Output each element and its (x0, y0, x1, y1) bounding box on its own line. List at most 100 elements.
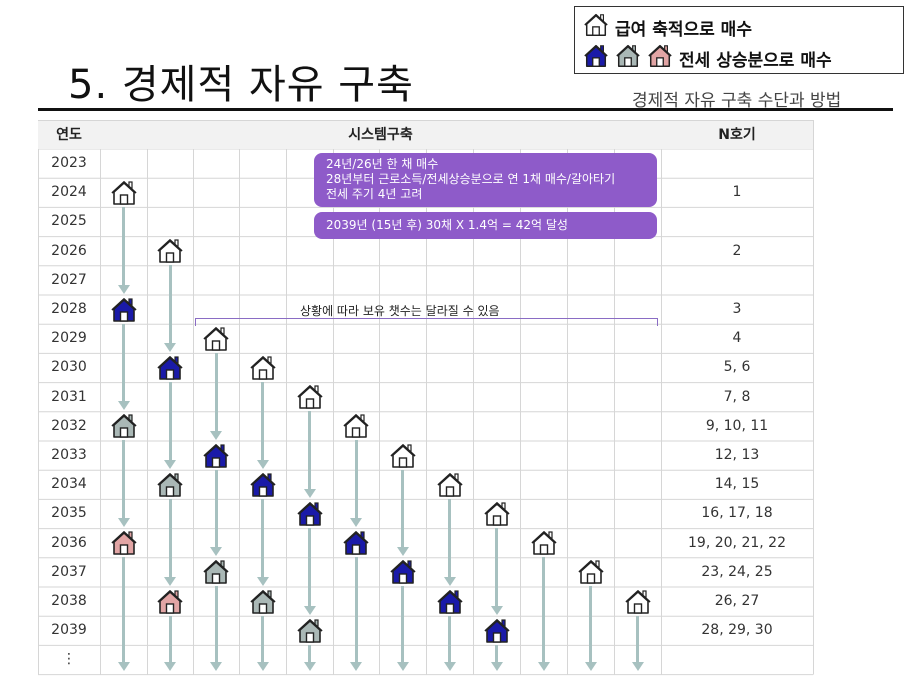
arrowhead-icon (256, 576, 269, 586)
house-outline-icon (577, 558, 605, 586)
year-cell: 2039 (51, 622, 87, 639)
goal-note: 2039년 (15년 후) 30채 X 1.4억 = 42억 달성 (314, 212, 657, 239)
n-count-cell: 9, 10, 11 (705, 417, 769, 434)
timeline-arrow (542, 557, 545, 663)
n-count-cell: 23, 24, 25 (701, 563, 773, 580)
page-subtitle: 경제적 자유 구축 수단과 방법 (632, 91, 842, 111)
arrowhead-icon (443, 576, 456, 586)
arrowhead-icon (210, 430, 222, 440)
house-gray-icon (296, 617, 324, 645)
timeline-arrow (401, 586, 404, 663)
legend-label-salary: 급여 축적으로 매수 (615, 20, 752, 40)
timeline-arrow (168, 382, 172, 461)
arrowhead-icon (631, 661, 644, 671)
n-count-cell: 19, 20, 21, 22 (688, 534, 786, 551)
arrowhead-icon (210, 661, 222, 671)
n-count-cell: 26, 27 (714, 593, 760, 609)
house-blue-icon (156, 354, 184, 382)
year-cell: 2033 (51, 447, 87, 463)
timeline-arrow (261, 498, 264, 578)
house-blue-icon (249, 471, 277, 499)
timeline-arrow (168, 498, 172, 578)
n-count-cell (661, 645, 813, 674)
arrowhead-icon (164, 343, 176, 352)
timeline-arrow (168, 615, 172, 663)
house-gray-icon (110, 412, 138, 440)
arrowhead-icon (117, 401, 130, 411)
year-cell: 2037 (51, 563, 87, 580)
n-count-cell: 16, 17, 18 (701, 505, 773, 522)
timeline-arrow (122, 323, 125, 403)
year-cell: 2027 (51, 271, 87, 288)
timeline-arrow (308, 528, 311, 607)
plan-note-line1: 24년/26년 한 채 매수 (326, 157, 439, 171)
house-outline-icon (110, 179, 138, 207)
year-cell: 2038 (51, 593, 87, 609)
plan-note: 24년/26년 한 채 매수 28년부터 근로소득/전세상승분으로 연 1채 매… (314, 153, 657, 207)
header-year: 연도 (38, 121, 100, 149)
n-count-cell: 7, 8 (723, 388, 751, 405)
arrowhead-icon (117, 284, 130, 294)
legend-label-jeonse: 전세 상승분으로 매수 (679, 51, 832, 71)
range-bracket (195, 318, 658, 326)
house-outline-icon (436, 471, 464, 499)
house-outline-icon (249, 354, 277, 382)
house-gray-icon (156, 471, 184, 499)
arrowhead-icon (164, 459, 176, 469)
arrowhead-icon (396, 547, 409, 557)
timeline-arrow (308, 411, 311, 490)
timeline-arrow (354, 440, 358, 520)
arrowhead-icon (117, 661, 130, 671)
legend-box: 급여 축적으로 매수 전세 상승분으로 매수 (574, 6, 904, 74)
year-cell: 2024 (51, 184, 87, 201)
n-count-cell: 5, 6 (723, 359, 751, 376)
year-cell: 2035 (51, 505, 87, 522)
house-blue-icon (583, 43, 609, 74)
house-gray-icon (202, 558, 230, 586)
year-cell: 2029 (51, 330, 87, 347)
house-outline-icon (296, 383, 324, 411)
n-count-cell: 1 (732, 184, 742, 201)
house-outline-icon (583, 12, 609, 43)
n-count-cell: 12, 13 (714, 447, 760, 463)
timeline-arrow (214, 352, 218, 432)
timeline-arrow (448, 615, 451, 663)
n-count-cell (661, 266, 813, 295)
timeline-arrow (214, 469, 218, 549)
arrowhead-icon (164, 661, 176, 671)
house-blue-icon (389, 558, 417, 586)
header-n: N호기 (661, 121, 813, 149)
arrowhead-icon (350, 518, 362, 528)
arrowhead-icon (256, 459, 269, 469)
timeline-arrow (636, 615, 639, 663)
plan-note-line2: 28년부터 근로소득/전세상승분으로 연 1채 매수/갈아타기 (326, 172, 616, 186)
year-cell: 2025 (51, 213, 87, 230)
arrowhead-icon (303, 605, 316, 615)
house-pink-icon (156, 588, 184, 616)
timeline-arrow (122, 557, 125, 663)
timeline-arrow (122, 206, 125, 286)
timeline-arrow (589, 586, 592, 663)
timeline-arrow (214, 586, 218, 663)
house-pink-icon (647, 43, 673, 74)
timeline-arrow (495, 644, 498, 663)
plan-note-line3: 전세 주기 4년 고려 (326, 187, 423, 201)
year-cell: 2031 (51, 388, 87, 405)
arrowhead-icon (584, 661, 597, 671)
year-cell: 2023 (51, 155, 87, 171)
timeline-arrow (401, 469, 404, 549)
timeline-arrow (168, 265, 172, 344)
n-count-cell: 3 (732, 301, 742, 317)
house-gray-icon (249, 588, 277, 616)
house-outline-icon (202, 325, 230, 353)
house-blue-icon (436, 588, 464, 616)
n-count-cell (661, 149, 813, 178)
header-system: 시스템구축 (100, 121, 661, 149)
house-blue-icon (483, 617, 511, 645)
timeline-arrow (308, 644, 311, 663)
title-divider (38, 108, 893, 111)
arrowhead-icon (210, 547, 222, 557)
year-cell: ⋮ (62, 651, 76, 668)
house-outline-icon (624, 588, 652, 616)
n-count-cell: 28, 29, 30 (701, 622, 773, 639)
